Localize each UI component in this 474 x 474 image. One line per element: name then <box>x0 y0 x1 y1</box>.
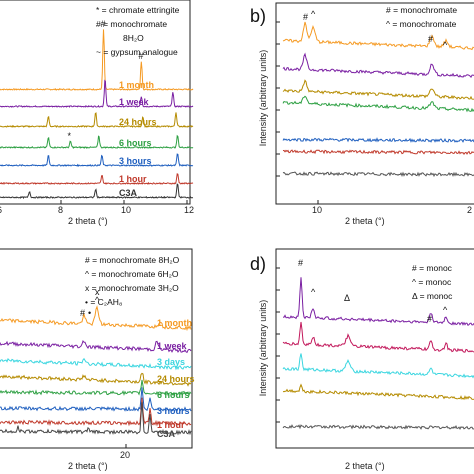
panel-d-legend-line-1: # = monoc <box>412 263 453 273</box>
panel-c-x-tick-0: 20 <box>120 450 130 460</box>
panel-d-legend-line-3: Δ = monoc <box>412 291 453 301</box>
panel-c-series-label-6: 1 hour <box>157 420 185 430</box>
panel-c-series-6 <box>0 397 192 427</box>
panel-c-series-1 <box>0 339 192 354</box>
panel-d-peak-marker-3: # <box>427 314 432 324</box>
panel-c-series-label-4: 6 hours <box>157 390 190 400</box>
panel-d-frame <box>275 248 474 449</box>
panel-b-y-axis-label: Intensity (arbitrary units) <box>258 50 268 147</box>
panel-d-label: d) <box>250 254 266 274</box>
panel-a-series-6 <box>0 183 194 200</box>
panel-a-series-0 <box>0 29 194 91</box>
panel-d-peak-marker-2: Δ <box>344 293 350 303</box>
panel-d-series-4 <box>282 424 474 430</box>
panel-a-series-label-1: 1 week <box>119 97 150 107</box>
panel-a-legend-line-1: * = chromate ettringite <box>96 5 180 15</box>
panel-d-peak-marker-4: ^ <box>443 305 448 315</box>
panel-d: d) Intensity (arbitrary units) # ^ Δ # ^ # =… <box>250 248 474 471</box>
panel-c-series-2 <box>0 357 192 371</box>
panel-a-series-label-4: 3 hours <box>119 156 152 166</box>
panel-b-series-2 <box>282 79 474 100</box>
panel-a-series-3 <box>0 134 194 149</box>
panel-c-series-label-7: C3A <box>157 429 176 439</box>
panel-a-series-1 <box>0 79 194 108</box>
panel-d-series-2 <box>282 353 474 379</box>
panel-a-peak-marker-0-1: # <box>138 51 143 61</box>
panel-d-series-0 <box>282 277 474 327</box>
panel-a-series-label-2: 24 hours <box>119 117 157 127</box>
panel-c-series-label-3: 24 hours <box>157 374 195 384</box>
panel-c-legend-line-1: # = monochromate 8H₂O <box>85 255 180 265</box>
panel-c: # • ^x # = monochromate 8H₂O ^ = monochrom… <box>0 248 195 471</box>
panel-b-series-3 <box>282 95 474 113</box>
panel-b-label: b) <box>250 6 266 26</box>
panel-c-legend: # = monochromate 8H₂O ^ = monochromate 6… <box>85 255 180 307</box>
panel-c-series-5 <box>0 387 192 413</box>
panel-b-series-5 <box>282 149 474 155</box>
panel-b-x-axis-label: 2 theta (°) <box>345 216 385 226</box>
panel-c-peak-marker-0: # <box>80 308 85 318</box>
panel-a-x-tick-0: 8 <box>58 205 63 215</box>
panel-a-series-5 <box>0 173 194 186</box>
panel-c-peak-marker-1: • <box>88 308 91 318</box>
panel-c-series-0 <box>0 305 192 332</box>
panel-c-legend-line-2: ^ = monochromate 6H₂O <box>85 269 179 279</box>
panel-b-legend: # = monochromate ^ = monochromate <box>386 5 457 29</box>
panel-b-legend-line-2: ^ = monochromate <box>386 19 457 29</box>
panel-a-peak-marker-3-1: * <box>67 131 71 141</box>
panel-c-series-4 <box>0 379 192 397</box>
panel-a-legend-line-4: ~ = gypsum analogue <box>96 47 178 57</box>
panel-b-peak-marker-1: ^ <box>311 9 316 19</box>
panel-b-peak-marker-3: ^ <box>443 40 448 50</box>
panel-a-peak-marker-0-0: # <box>101 19 106 29</box>
panel-c-series-label-2: 3 days <box>157 357 185 367</box>
panel-c-frame <box>0 248 193 449</box>
panel-a-series-2 <box>0 112 194 128</box>
panel-b-peak-marker-0: # <box>303 12 308 22</box>
panel-b: b) Intensity (arbitrary units) # ^#^ # = … <box>250 2 474 226</box>
panel-d-series-1 <box>282 321 474 353</box>
panel-c-peak-marker-2: ^ <box>95 295 100 305</box>
panel-a-series-4 <box>0 153 194 167</box>
panel-b-series-6 <box>282 171 474 178</box>
panel-a-series-label-0: 1 month <box>119 80 154 90</box>
panel-a-legend: * = chromate ettringite # = monochromate… <box>96 5 180 57</box>
panel-c-series-7 <box>0 401 192 436</box>
panel-a-frame <box>0 0 191 205</box>
panel-a: # # * * = chromate ettringite # = monochro… <box>0 0 194 226</box>
panel-d-legend-line-2: ^ = monoc <box>412 277 452 287</box>
panel-a-x-tick-1: 10 <box>121 205 131 215</box>
panel-c-series-label-0: 1 month <box>157 318 192 328</box>
panel-d-peak-marker-0: # <box>298 258 303 268</box>
panel-b-frame <box>275 2 474 205</box>
panel-d-legend: # = monoc ^ = monoc Δ = monoc <box>412 263 453 301</box>
panel-b-legend-line-1: # = monochromate <box>386 5 457 15</box>
panel-c-series-3 <box>0 372 192 387</box>
panel-a-x-axis-label: 2 theta (°) <box>68 216 108 226</box>
panel-b-peak-marker-2: # <box>428 34 433 44</box>
panel-a-legend-line-3: 8H₂O <box>123 33 144 43</box>
panel-c-series-label-1: 1 week <box>157 341 188 351</box>
panel-a-x-tick-2: 12 <box>184 205 194 215</box>
panel-c-series-label-5: 3 hours <box>157 406 190 416</box>
panel-b-x-tick-0: 10 <box>312 205 322 215</box>
panel-d-series-3 <box>282 383 474 401</box>
panel-a-series-label-6: C3A <box>119 188 138 198</box>
panel-a-series-label-5: 1 hour <box>119 174 147 184</box>
panel-c-peak-marker-3: x <box>95 287 100 297</box>
panel-a-legend-line-2: # = monochromate <box>96 19 167 29</box>
panel-b-series-4 <box>282 137 474 143</box>
panel-c-legend-line-4: • = C₂AH₈ <box>85 297 123 307</box>
panel-a-x-tick-partial: 6 <box>0 205 2 215</box>
panel-d-y-axis-label: Intensity (arbitrary units) <box>258 300 268 397</box>
panel-b-series-1 <box>282 52 474 78</box>
panel-a-series-label-3: 6 hours <box>119 138 152 148</box>
panel-c-legend-line-3: x = monochromate 3H₂O <box>85 283 179 293</box>
panel-d-x-axis-label: 2 theta (°) <box>345 461 385 471</box>
panel-b-x-tick-partial: 2 <box>467 205 472 215</box>
panel-d-peak-marker-1: ^ <box>311 287 316 297</box>
panel-b-series-0 <box>282 21 474 51</box>
panel-c-x-axis-label: 2 theta (°) <box>68 461 108 471</box>
